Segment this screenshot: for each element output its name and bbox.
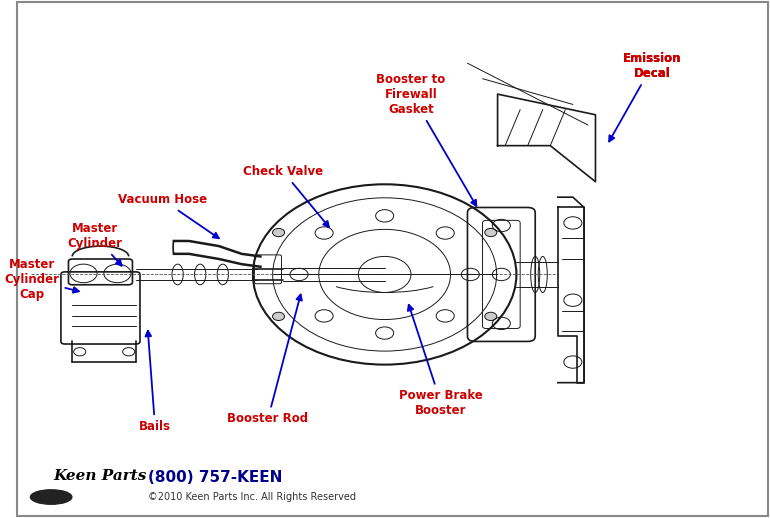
Circle shape <box>485 228 497 237</box>
Text: Booster to
Firewall
Gasket: Booster to Firewall Gasket <box>377 73 477 206</box>
Circle shape <box>273 312 285 321</box>
Circle shape <box>273 228 285 237</box>
Text: Emission
Decal: Emission Decal <box>623 52 681 80</box>
Text: Emission
Decal: Emission Decal <box>623 52 681 80</box>
Circle shape <box>485 312 497 321</box>
Text: Power Brake
Booster: Power Brake Booster <box>400 305 483 418</box>
Text: Booster Rod: Booster Rod <box>227 295 309 425</box>
Text: Master
Cylinder: Master Cylinder <box>67 222 122 266</box>
Text: Vacuum Hose: Vacuum Hose <box>118 193 219 238</box>
Text: Check Valve: Check Valve <box>243 165 329 227</box>
Text: (800) 757-KEEN: (800) 757-KEEN <box>148 470 282 484</box>
Text: ©2010 Keen Parts Inc. All Rights Reserved: ©2010 Keen Parts Inc. All Rights Reserve… <box>148 492 356 502</box>
Text: Master
Cylinder
Cap: Master Cylinder Cap <box>5 258 79 301</box>
Text: Bails: Bails <box>139 331 171 433</box>
Ellipse shape <box>31 490 72 504</box>
Text: Emission
Decal: Emission Decal <box>609 52 681 141</box>
Text: Keen Parts: Keen Parts <box>53 468 147 482</box>
